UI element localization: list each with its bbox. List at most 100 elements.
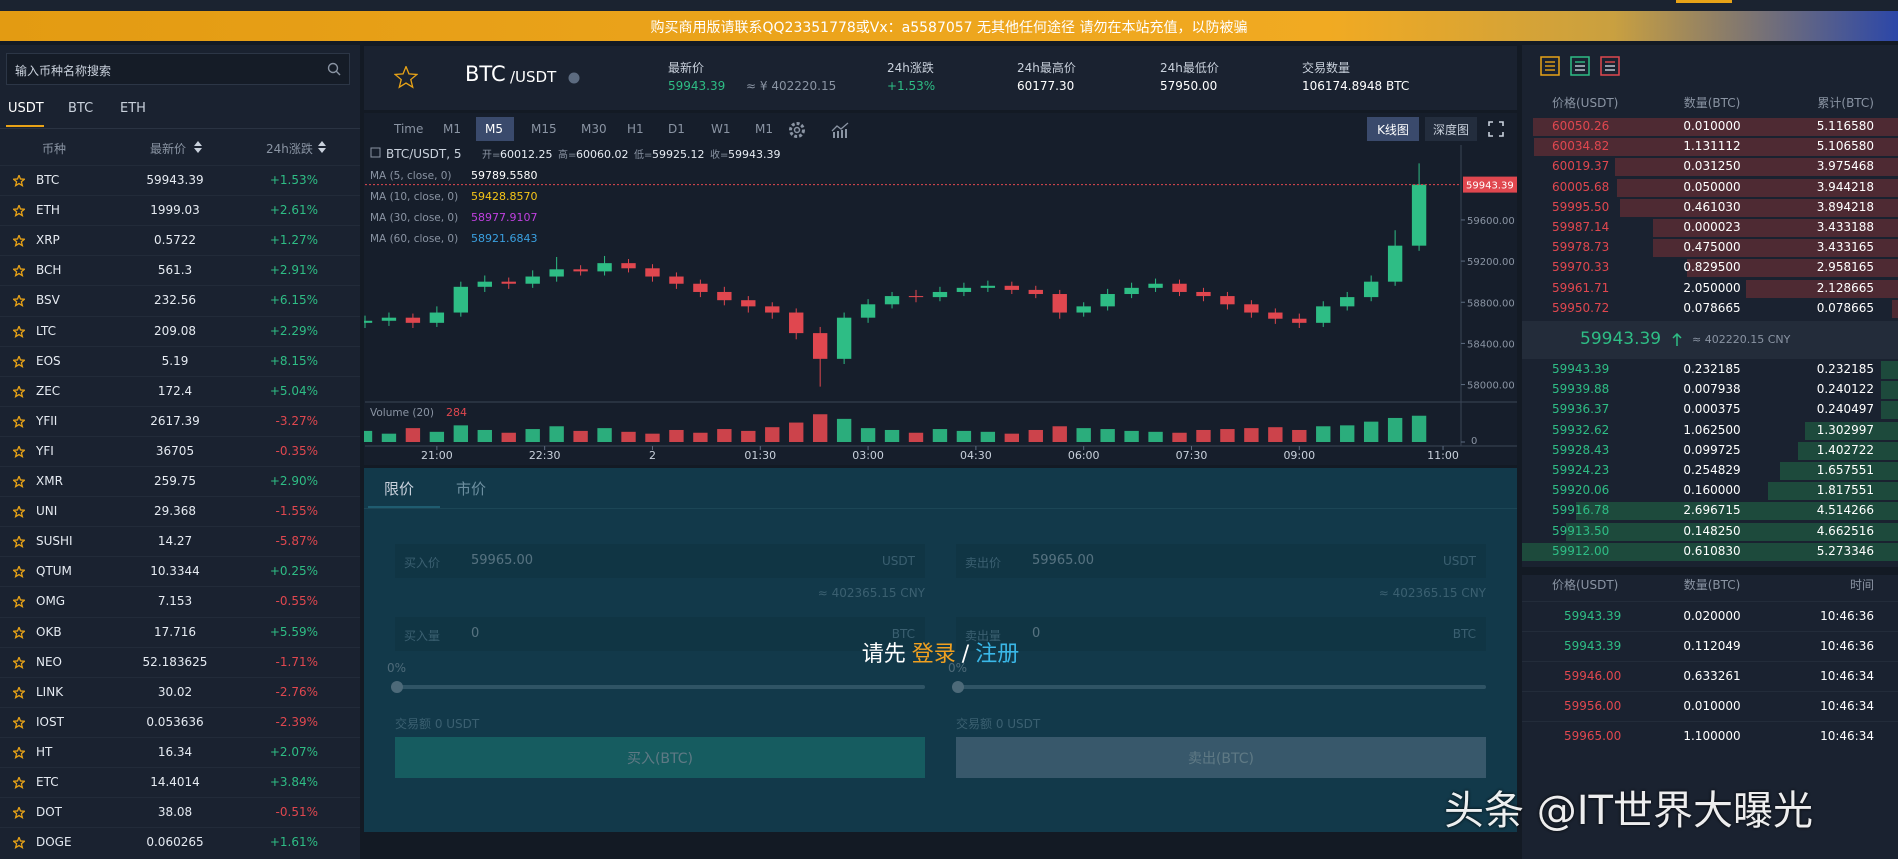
market-row[interactable]: DOT 38.08 -0.51% xyxy=(0,797,360,827)
slider-knob[interactable] xyxy=(391,681,403,693)
candle-body xyxy=(597,263,612,272)
interval-button[interactable]: M1 xyxy=(755,122,773,136)
candle-body xyxy=(621,263,636,269)
market-row[interactable]: UNI 29.368 -1.55% xyxy=(0,496,360,526)
price-input[interactable]: 卖出价 59965.00 USDT xyxy=(956,544,1486,578)
ask-row[interactable]: 59978.73 0.475000 3.433165 xyxy=(1522,238,1898,258)
search-box[interactable]: 输入币种名称搜索 xyxy=(6,53,350,85)
interval-button[interactable]: H1 xyxy=(627,122,644,136)
market-row[interactable]: IOST 0.053636 -2.39% xyxy=(0,706,360,737)
ask-row[interactable]: 60034.82 1.131112 5.106580 xyxy=(1522,137,1898,157)
ask-row[interactable]: 59970.33 0.829500 2.958165 xyxy=(1522,258,1898,278)
market-tab[interactable]: USDT xyxy=(8,101,44,116)
ask-row[interactable]: 60019.37 0.031250 3.975468 xyxy=(1522,157,1898,177)
bid-row[interactable]: 59924.23 0.254829 1.657551 xyxy=(1522,461,1898,481)
market-row[interactable]: LTC 209.08 +2.29% xyxy=(0,315,360,346)
bid-row[interactable]: 59920.06 0.160000 1.817551 xyxy=(1522,481,1898,501)
star-icon xyxy=(13,746,25,759)
amount-input[interactable]: 卖出量 0 BTC xyxy=(956,617,1486,651)
market-row[interactable]: XMR 259.75 +2.90% xyxy=(0,466,360,496)
market-row[interactable]: HT 16.34 +2.07% xyxy=(0,736,360,767)
slider-track[interactable] xyxy=(395,685,925,689)
bid-row[interactable]: 59932.62 1.062500 1.302997 xyxy=(1522,421,1898,441)
login-register[interactable]: 注册 xyxy=(975,642,1020,667)
coin-name: ETC xyxy=(36,775,59,789)
market-row[interactable]: OKB 17.716 +5.59% xyxy=(0,616,360,647)
coin-name: QTUM xyxy=(36,564,72,579)
interval-button[interactable]: M15 xyxy=(531,122,557,136)
y-tick-label: 58000.00 xyxy=(1467,381,1515,392)
market-row[interactable]: EOS 5.19 +8.15% xyxy=(0,345,360,376)
bid-row[interactable]: 59912.00 0.610830 5.273346 xyxy=(1522,542,1898,562)
ask-row[interactable]: 59961.71 2.050000 2.128665 xyxy=(1522,279,1898,299)
candle-body xyxy=(1028,289,1043,295)
market-row[interactable]: YFII 2617.39 -3.27% xyxy=(0,405,360,436)
depth-bar xyxy=(1768,482,1898,501)
bid-row[interactable]: 59916.78 2.696715 4.514266 xyxy=(1522,501,1898,521)
buy-button[interactable]: 买入(BTC) xyxy=(395,737,925,778)
interval-button[interactable]: M5 xyxy=(485,122,503,136)
market-tab[interactable]: BTC xyxy=(68,101,94,116)
market-row[interactable]: ZEC 172.4 +5.04% xyxy=(0,375,360,406)
depth-bar xyxy=(1687,259,1898,278)
market-row[interactable]: BTC 59943.39 +1.53% xyxy=(0,165,360,195)
market-row[interactable]: NEO 52.183625 -1.71% xyxy=(0,646,360,677)
depth-bar xyxy=(1779,462,1898,480)
book-total: 2.128665 xyxy=(1816,280,1874,295)
banner: 购买商用版请联系QQ23351778或Vx：a5587057 无其他任何途径 请… xyxy=(0,11,1898,41)
ask-row[interactable]: 59950.72 0.078665 0.078665 xyxy=(1522,299,1898,319)
coin-change: +1.53% xyxy=(269,173,318,187)
bid-row[interactable]: 59943.39 0.232185 0.232185 xyxy=(1522,360,1898,380)
interval-button[interactable]: M30 xyxy=(581,122,607,136)
bid-row[interactable]: 59928.43 0.099725 1.402722 xyxy=(1522,441,1898,461)
book-amount: 0.050000 xyxy=(1683,179,1741,194)
interval-button[interactable]: M1 xyxy=(443,122,461,136)
x-tick-label: 09:00 xyxy=(1283,449,1315,462)
order-type-tab[interactable]: 限价 xyxy=(384,480,415,498)
market-row[interactable]: SUSHI 14.27 -5.87% xyxy=(0,526,360,556)
market-row[interactable]: XRP 0.5722 +1.27% xyxy=(0,225,360,255)
amount-input[interactable]: 买入量 0 BTC xyxy=(395,617,925,651)
interval-button[interactable]: W1 xyxy=(711,122,731,136)
mode-frame xyxy=(1570,56,1590,76)
ask-row[interactable]: 60005.68 0.050000 3.944218 xyxy=(1522,178,1898,198)
view-button[interactable]: K线图 xyxy=(1367,117,1419,141)
fullscreen-arrows xyxy=(1488,121,1504,137)
order-type-tab[interactable]: 市价 xyxy=(456,480,487,498)
market-row[interactable]: ETC 14.4014 +3.84% xyxy=(0,767,360,797)
market-row[interactable]: QTUM 10.3344 +0.25% xyxy=(0,556,360,586)
candle-body xyxy=(405,317,421,323)
market-row[interactable]: LINK 30.02 -2.76% xyxy=(0,676,360,707)
mid-price: 59943.39 xyxy=(1580,329,1662,349)
coin-name: IOST xyxy=(36,714,64,729)
market-row[interactable]: ETH 1999.03 +2.61% xyxy=(0,195,360,225)
market-tab[interactable]: ETH xyxy=(120,101,146,116)
interval-button[interactable]: D1 xyxy=(668,122,685,136)
market-row[interactable]: BCH 561.3 +2.91% xyxy=(0,255,360,285)
sell-button[interactable]: 卖出(BTC) xyxy=(956,737,1486,778)
bid-row[interactable]: 59936.37 0.000375 0.240497 xyxy=(1522,400,1898,420)
input-unit: USDT xyxy=(1443,554,1476,568)
y-tick-label: 58400.00 xyxy=(1467,339,1515,350)
ticker-quote: /USDT xyxy=(510,68,557,86)
market-row[interactable]: YFI 36705 -0.35% xyxy=(0,435,360,466)
market-row[interactable]: BSV 232.56 +6.15% xyxy=(0,285,360,315)
book-price: 59978.73 xyxy=(1552,240,1610,255)
book-amount: 0.000375 xyxy=(1683,402,1741,417)
ask-row[interactable]: 59987.14 0.000023 3.433188 xyxy=(1522,218,1898,238)
ask-row[interactable]: 60050.26 0.010000 5.116580 xyxy=(1522,117,1898,137)
slider-track[interactable] xyxy=(956,685,1486,689)
ask-row[interactable]: 59995.50 0.461030 3.894218 xyxy=(1522,198,1898,218)
coin-price: 1999.03 xyxy=(150,203,200,218)
bid-row[interactable]: 59913.50 0.148250 4.662516 xyxy=(1522,522,1898,542)
view-button[interactable]: 深度图 xyxy=(1425,117,1477,141)
slider-knob[interactable] xyxy=(952,681,964,693)
market-row[interactable]: DOGE 0.060265 +1.61% xyxy=(0,827,360,857)
login-login[interactable]: 登录 xyxy=(911,642,956,667)
price-input[interactable]: 买入价 59965.00 USDT xyxy=(395,544,925,578)
market-row[interactable]: OMG 7.153 -0.55% xyxy=(0,586,360,616)
interval-button[interactable]: Time xyxy=(394,122,424,136)
plot-area xyxy=(365,145,1461,442)
ohlc-label: 开= xyxy=(482,150,500,161)
bid-row[interactable]: 59939.88 0.007938 0.240122 xyxy=(1522,380,1898,400)
